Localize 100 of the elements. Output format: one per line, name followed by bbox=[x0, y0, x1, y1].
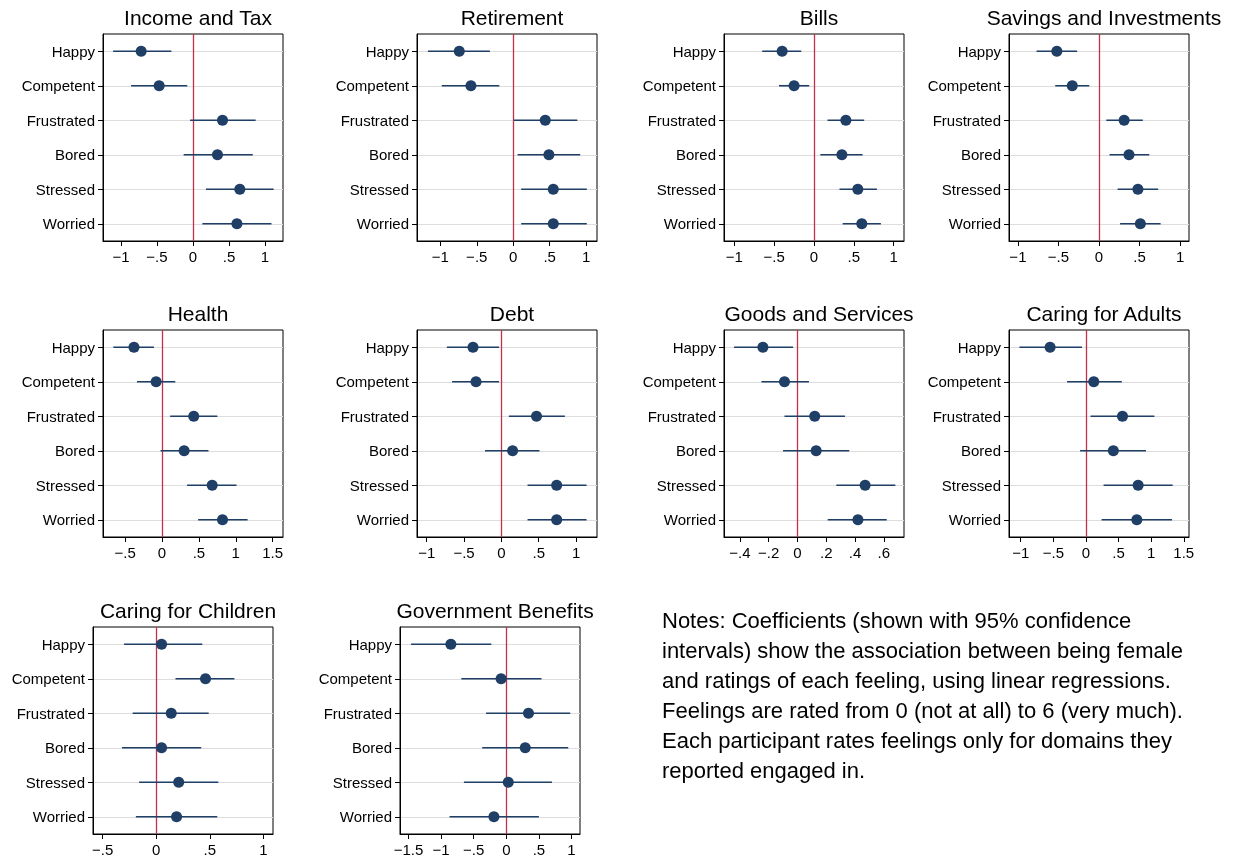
y-tick-label: Worried bbox=[42, 215, 95, 233]
y-tick-label: Happy bbox=[41, 635, 86, 653]
x-tick-label: .5 bbox=[1133, 248, 1146, 265]
x-tick-label: .2 bbox=[819, 544, 833, 561]
point bbox=[519, 742, 531, 754]
point bbox=[150, 376, 162, 388]
point bbox=[171, 811, 183, 823]
point bbox=[156, 742, 168, 754]
x-tick-label: .5 bbox=[1112, 544, 1125, 561]
y-tick-label: Happy bbox=[51, 42, 96, 60]
point bbox=[217, 114, 229, 126]
text: Notes: Coefficients (shown with 95% confidence intervals) show the association between being female and ratings of each feeling, using linear regressions. Feelings are rated from 0 (not at all) to 6 (very much). Each participant rates feelings only for domains they reported engaged in. bbox=[662, 607, 1184, 785]
x-tick-label: 1 bbox=[581, 248, 591, 265]
y-tick-label: Frustrated bbox=[16, 704, 85, 722]
y-tick-label: Frustrated bbox=[340, 407, 409, 425]
x-tick-label: .5 bbox=[847, 248, 861, 265]
y-tick-label: Frustrated bbox=[647, 111, 716, 129]
point bbox=[852, 514, 864, 526]
y-tick-label: Bored bbox=[54, 442, 95, 460]
chart-title: Retirement bbox=[460, 6, 564, 29]
point bbox=[135, 45, 147, 57]
chart-title: Health bbox=[167, 302, 229, 325]
x-tick-label: .5 bbox=[203, 841, 217, 858]
x-tick-label: −.5 bbox=[114, 544, 136, 561]
point bbox=[234, 183, 246, 195]
y-tick-label: Frustrated bbox=[323, 704, 392, 722]
x-tick-label: 0 bbox=[152, 841, 161, 858]
y-tick-label: Bored bbox=[44, 739, 85, 757]
point bbox=[809, 410, 821, 422]
point bbox=[445, 638, 457, 650]
y-tick-label: Bored bbox=[351, 739, 392, 757]
y-tick-label: Bored bbox=[368, 442, 409, 460]
x-tick-label: .6 bbox=[877, 544, 891, 561]
point bbox=[547, 183, 559, 195]
y-tick-label: Stressed bbox=[349, 180, 409, 198]
point bbox=[539, 114, 551, 126]
x-tick-label: 0 bbox=[793, 544, 802, 561]
y-tick-label: Competent bbox=[318, 670, 393, 688]
y-tick-label: Competent bbox=[335, 77, 410, 95]
y-tick-label: Competent bbox=[335, 373, 410, 391]
y-tick-label: Happy bbox=[672, 42, 717, 60]
y-tick-label: Stressed bbox=[35, 180, 95, 198]
x-tick-label: −.4 bbox=[729, 544, 751, 561]
point bbox=[1118, 114, 1130, 126]
x-tick-label: −.5 bbox=[453, 544, 475, 561]
point bbox=[206, 479, 218, 491]
point bbox=[859, 479, 871, 491]
x-tick-label: 1 bbox=[1147, 544, 1156, 561]
y-tick-label: Frustrated bbox=[340, 111, 409, 129]
x-tick-label: −.5 bbox=[763, 248, 785, 265]
y-tick-label: Competent bbox=[927, 373, 1002, 391]
x-tick-label: −1 bbox=[431, 248, 449, 265]
y-tick-label: Happy bbox=[365, 42, 410, 60]
y-tick-label: Frustrated bbox=[26, 407, 95, 425]
x-tick-label: −.5 bbox=[466, 248, 488, 265]
point bbox=[1116, 410, 1128, 422]
chart-title: Savings and Investments bbox=[986, 6, 1222, 29]
x-tick-label: 1 bbox=[259, 841, 268, 858]
point bbox=[856, 218, 868, 230]
point bbox=[165, 707, 177, 719]
x-tick-label: −.5 bbox=[463, 841, 485, 858]
x-tick-label: 0 bbox=[509, 248, 518, 265]
y-tick-label: Competent bbox=[642, 373, 717, 391]
y-tick-label: Stressed bbox=[25, 773, 85, 791]
x-tick-label: −.5 bbox=[146, 248, 168, 265]
x-tick-label: 1 bbox=[571, 544, 581, 561]
y-tick-label: Frustrated bbox=[932, 407, 1001, 425]
x-tick-label: .5 bbox=[222, 248, 236, 265]
y-tick-label: Frustrated bbox=[932, 111, 1001, 129]
y-tick-label: Worried bbox=[339, 808, 392, 826]
x-tick-label: −1 bbox=[1012, 544, 1030, 561]
chart-title: Government Benefits bbox=[396, 599, 594, 622]
y-tick-label: Competent bbox=[927, 77, 1002, 95]
point bbox=[778, 376, 790, 388]
point bbox=[470, 376, 482, 388]
point bbox=[836, 149, 848, 161]
point bbox=[211, 149, 223, 161]
chart-title: Debt bbox=[489, 302, 535, 325]
y-tick-label: Bored bbox=[960, 442, 1001, 460]
point bbox=[173, 776, 185, 788]
x-tick-label: −1 bbox=[418, 544, 436, 561]
x-tick-label: −1.5 bbox=[393, 841, 424, 858]
point bbox=[1132, 183, 1144, 195]
x-tick-label: −1 bbox=[112, 248, 130, 265]
point bbox=[453, 45, 465, 57]
y-tick-label: Stressed bbox=[656, 476, 716, 494]
y-tick-label: Happy bbox=[672, 338, 717, 356]
y-tick-label: Stressed bbox=[656, 180, 716, 198]
point bbox=[757, 341, 769, 353]
point bbox=[231, 218, 243, 230]
y-tick-label: Stressed bbox=[332, 773, 392, 791]
y-tick-label: Competent bbox=[642, 77, 717, 95]
x-tick-label: 1 bbox=[567, 841, 576, 858]
y-tick-label: Worried bbox=[42, 511, 95, 529]
point bbox=[200, 673, 211, 685]
point bbox=[547, 218, 559, 230]
x-tick-label: 0 bbox=[497, 544, 506, 561]
point bbox=[1051, 45, 1063, 57]
point bbox=[507, 445, 519, 457]
y-tick-label: Worried bbox=[356, 511, 409, 529]
